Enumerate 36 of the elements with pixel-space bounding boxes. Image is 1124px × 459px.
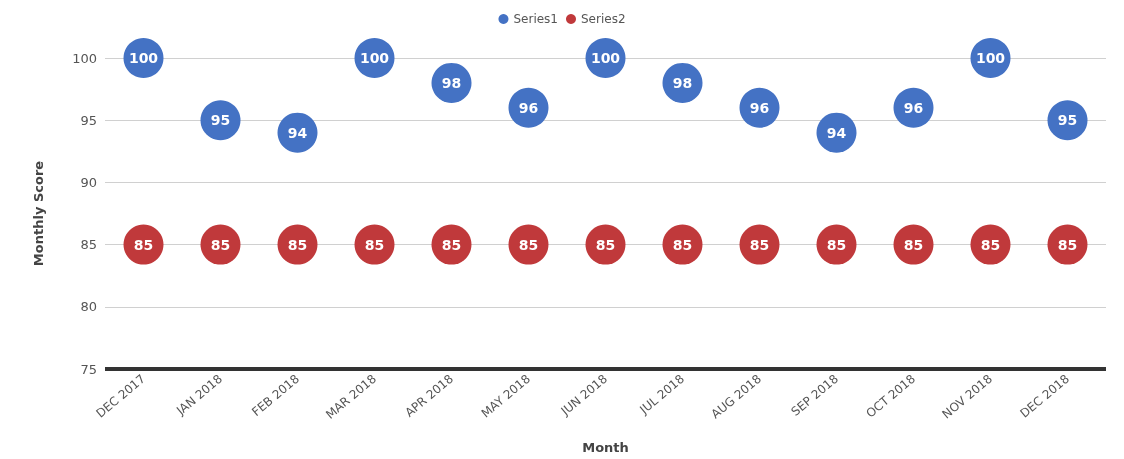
data-label: 98 xyxy=(441,74,462,91)
data-label: 85 xyxy=(441,236,462,253)
data-label: 85 xyxy=(287,236,308,253)
data-label: 85 xyxy=(595,236,616,253)
legend-label: Series1 xyxy=(513,12,559,26)
data-label: 96 xyxy=(749,99,770,116)
data-label: 95 xyxy=(210,112,231,129)
y-tick-label: 85 xyxy=(80,237,97,253)
data-label: 85 xyxy=(903,236,924,253)
y-tick-label: 100 xyxy=(72,50,97,66)
y-axis-title: Monthly Score xyxy=(31,160,46,267)
data-label: 94 xyxy=(826,124,847,141)
data-label: 85 xyxy=(826,236,847,253)
data-label: 85 xyxy=(364,236,385,253)
data-label: 85 xyxy=(210,236,231,253)
y-tick-label: 90 xyxy=(80,174,97,190)
y-tick-label: 75 xyxy=(80,361,97,377)
data-label: 85 xyxy=(518,236,539,253)
y-tick-label: 95 xyxy=(80,112,97,128)
data-label: 85 xyxy=(980,236,1001,253)
data-label: 85 xyxy=(1057,236,1078,253)
data-label: 100 xyxy=(128,50,159,66)
data-label: 100 xyxy=(590,50,621,66)
y-tick-label: 80 xyxy=(80,299,97,315)
data-label: 85 xyxy=(672,236,693,253)
data-label: 100 xyxy=(359,50,390,66)
data-label: 96 xyxy=(903,99,924,116)
data-label: 94 xyxy=(287,124,308,141)
data-label: 98 xyxy=(672,74,693,91)
x-axis-title: Month xyxy=(582,440,629,455)
legend-label: Series2 xyxy=(581,12,626,26)
data-label: 85 xyxy=(749,236,770,253)
data-label: 85 xyxy=(133,236,154,253)
data-label: 95 xyxy=(1057,112,1078,129)
data-label: 96 xyxy=(518,99,539,116)
data-label: 100 xyxy=(975,50,1006,66)
